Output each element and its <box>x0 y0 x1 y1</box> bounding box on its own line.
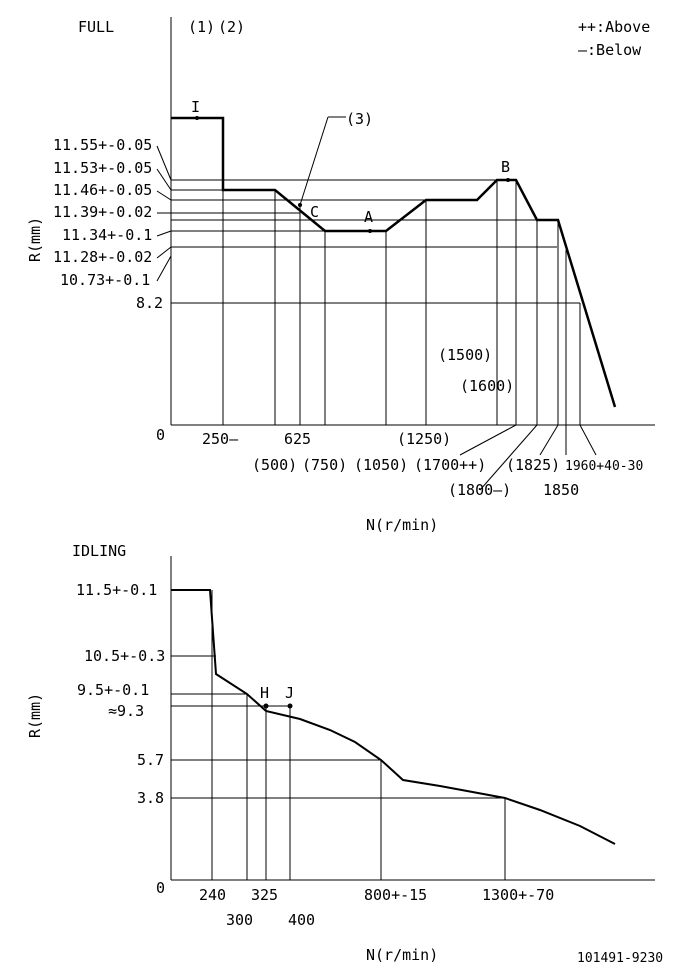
marker-1: (1) <box>188 18 215 36</box>
full-xtick-10: 1850 <box>543 481 579 499</box>
idling-point-j-dot <box>287 703 293 709</box>
full-x-leaders <box>299 116 597 491</box>
idling-h-gridlines <box>171 655 505 799</box>
full-xtick-0: 250— <box>202 430 239 448</box>
idling-point-h-dot <box>263 703 269 709</box>
idling-xtick-3: 1300+-70 <box>482 886 554 904</box>
full-chart: FULL (1) (2) (3) <box>26 17 655 534</box>
full-ytick-0: 11.55+-0.05 <box>53 136 152 154</box>
idling-ytick-3: ≈9.3 <box>108 702 144 720</box>
full-point-b-dot <box>506 178 510 182</box>
idling-ylabel: R(mm) <box>26 693 44 738</box>
full-xtick-2: (1250) <box>397 430 451 448</box>
full-ytick-8: 0 <box>156 426 165 444</box>
full-ytick-4: 11.34+-0.1 <box>62 226 152 244</box>
idling-ytick-2: 9.5+-0.1 <box>77 681 149 699</box>
full-ylabel: R(mm) <box>26 217 44 262</box>
idling-ytick-0: 11.5+-0.1 <box>76 581 157 599</box>
full-xtick-5: (1050) <box>354 456 408 474</box>
full-point-b: B <box>501 158 510 176</box>
full-point-c-dot <box>298 203 302 207</box>
full-ytick-5: 11.28+-0.02 <box>53 248 152 266</box>
idling-title: IDLING <box>72 542 126 560</box>
full-ytick-6: 10.73+-0.1 <box>60 271 150 289</box>
idling-point-h: H <box>260 684 269 702</box>
full-xlabel: N(r/min) <box>366 516 438 534</box>
idling-curve <box>171 589 616 845</box>
idling-chart: IDLING H J R(mm) 11.5+-0.1 10.5+-0.3 9.5… <box>26 542 655 964</box>
idling-ytick-5: 3.8 <box>137 789 164 807</box>
full-ytick-7: 8.2 <box>136 294 163 312</box>
full-xtick-3: (500) <box>252 456 297 474</box>
full-xtick-1: 625 <box>284 430 311 448</box>
idling-point-j: J <box>285 684 294 702</box>
full-point-a: A <box>364 208 373 226</box>
full-xtick-9: (1800—) <box>448 481 511 499</box>
figure-code: 101491-9230 <box>577 951 663 966</box>
full-point-c: C <box>310 203 319 221</box>
full-ytick-2: 11.46+-0.05 <box>53 181 152 199</box>
full-point-i-dot <box>195 116 199 120</box>
idling-xtick-4: 300 <box>226 911 253 929</box>
full-ytick-3: 11.39+-0.02 <box>53 203 152 221</box>
marker-2: (2) <box>218 18 245 36</box>
full-point-i: I <box>191 98 200 116</box>
full-xtick-8: 1960+40-30 <box>565 459 643 474</box>
idling-ytick-1: 10.5+-0.3 <box>84 647 165 665</box>
full-y-leaders <box>156 145 172 282</box>
idling-xlabel: N(r/min) <box>366 946 438 964</box>
idling-xtick-0: 240 <box>199 886 226 904</box>
idling-ytick-6: 0 <box>156 879 165 897</box>
full-v-gridlines <box>222 118 581 425</box>
idling-xtick-2: 800+-15 <box>364 886 427 904</box>
full-title: FULL <box>78 18 114 36</box>
idling-xtick-5: 400 <box>288 911 315 929</box>
full-xtick-4: (750) <box>302 456 347 474</box>
legend-below: —:Below <box>578 41 642 59</box>
full-xtick-6: (1700++) <box>414 456 486 474</box>
full-point-a-dot <box>368 229 372 233</box>
full-curve <box>171 116 617 408</box>
legend-above: ++:Above <box>578 18 650 36</box>
idling-v-gridlines <box>211 590 506 880</box>
idling-ytick-4: 5.7 <box>137 751 164 769</box>
full-xtick-11: (1500) <box>438 346 492 364</box>
full-xtick-7: (1825) <box>506 456 560 474</box>
full-h-gridlines <box>171 179 580 304</box>
idling-xtick-1: 325 <box>251 886 278 904</box>
marker-3: (3) <box>346 110 373 128</box>
full-ytick-1: 11.53+-0.05 <box>53 159 152 177</box>
full-xtick-12: (1600) <box>460 377 514 395</box>
